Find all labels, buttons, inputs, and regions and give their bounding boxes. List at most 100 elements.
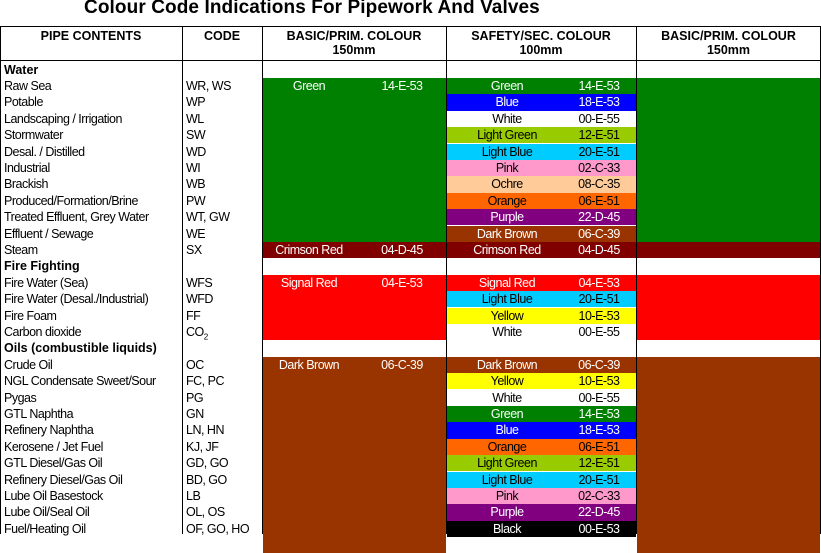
pipe-code-text: LB xyxy=(186,488,201,503)
safety-colour-code: 08-C-35 xyxy=(578,177,620,192)
safety-colour-swatch: Orange 06-E-51 xyxy=(447,438,636,456)
safety-colour-swatch: Light Blue 20-E-51 xyxy=(447,471,636,488)
pipe-code-text: SW xyxy=(186,128,206,143)
pipe-content-label: Effluent / Sewage xyxy=(4,226,94,241)
safety-colour-swatch: Orange 06-E-51 xyxy=(447,192,636,210)
safety-colour-swatch: Pink 02-C-33 xyxy=(447,159,636,177)
column-divider xyxy=(262,27,263,534)
safety-colour-swatch: White 00-E-55 xyxy=(447,389,636,406)
safety-colour-name: White xyxy=(492,324,522,339)
pipe-content-label: Treated Effluent, Grey Water xyxy=(4,210,149,225)
safety-colour-swatch: Black 00-E-53 xyxy=(447,520,636,538)
safety-colour-name: Green xyxy=(490,78,524,93)
safety-colour-name: Green xyxy=(490,406,524,421)
safety-colour-name: Dark Brown xyxy=(476,357,538,372)
header-safety-size: 100mm xyxy=(519,43,563,57)
safety-colour-code: 04-D-45 xyxy=(578,242,620,257)
safety-colour-code: 06-C-39 xyxy=(578,357,620,372)
safety-colour-swatch: Pink 02-C-33 xyxy=(447,487,636,505)
safety-colour-name: Crimson Red xyxy=(473,242,541,257)
pipe-code-text: PW xyxy=(186,193,206,208)
safety-colour-swatch: Dark Brown 06-C-39 xyxy=(447,225,636,242)
safety-colour-code: 00-E-55 xyxy=(578,390,620,405)
safety-colour-code: 02-C-33 xyxy=(578,160,620,175)
pipe-code: LB xyxy=(186,488,201,504)
header-basic-right: BASIC/PRIM. COLOUR 150mm xyxy=(636,27,821,60)
pipe-code-text: WR, WS xyxy=(186,78,231,93)
safety-colour-code: 00-E-53 xyxy=(578,521,620,536)
pipe-code: WE xyxy=(186,226,206,242)
basic-colour-name: Dark Brown xyxy=(278,357,340,372)
safety-colour-name: Yellow xyxy=(490,308,524,323)
pipe-content-label: Produced/Formation/Brine xyxy=(4,193,138,208)
basic-colour-band-left xyxy=(263,356,446,553)
safety-colour-name: Pink xyxy=(495,488,519,503)
pipe-code-text: OF, GO, HO xyxy=(186,521,250,536)
pipe-code: GN xyxy=(186,406,204,422)
column-divider xyxy=(182,27,183,534)
pipe-code: CO2 xyxy=(186,324,208,342)
pipe-code: WFS xyxy=(186,275,213,291)
pipe-code-text: WB xyxy=(186,177,206,192)
header-pipe-contents: PIPE CONTENTS xyxy=(0,27,182,60)
safety-colour-code: 06-E-51 xyxy=(578,439,620,454)
pipe-content-label: Refinery Diesel/Gas Oil xyxy=(4,472,123,487)
safety-colour-swatch: Ochre 08-C-35 xyxy=(447,176,636,193)
safety-colour-swatch: Purple 22-D-45 xyxy=(447,504,636,521)
safety-colour-swatch: Purple 22-D-45 xyxy=(447,209,636,226)
pipe-code-subscript: 2 xyxy=(203,332,208,342)
pipe-code: FF xyxy=(186,308,201,324)
pipe-content-label: Kerosene / Jet Fuel xyxy=(4,439,103,454)
pipe-code-text: WL xyxy=(186,111,204,126)
safety-colour-name: White xyxy=(492,111,522,126)
safety-colour-code: 12-E-51 xyxy=(578,456,620,471)
pipe-code: OF, GO, HO xyxy=(186,521,250,537)
basic-colour-band-right xyxy=(637,241,820,259)
pipe-content-label: Fire Water (Sea) xyxy=(4,275,88,290)
safety-colour-name: Ochre xyxy=(491,177,523,192)
pipe-code-text: BD, GO xyxy=(186,472,227,487)
pipe-code: WB xyxy=(186,176,206,192)
pipe-code: OC xyxy=(186,357,204,373)
header-basic-left: BASIC/PRIM. COLOUR 150mm xyxy=(262,27,446,60)
column-divider xyxy=(446,27,447,534)
safety-colour-name: Light Green xyxy=(477,128,537,143)
pipe-code-text: PG xyxy=(186,390,204,405)
pipe-code: GD, GO xyxy=(186,455,229,471)
pipe-code-text: LN, HN xyxy=(186,423,224,438)
header-safety: SAFETY/SEC. COLOUR 100mm xyxy=(446,27,636,60)
pipe-content-label: Industrial xyxy=(4,160,50,175)
pipe-code-text: SX xyxy=(186,242,202,257)
safety-colour-name: Purple xyxy=(490,210,524,225)
pipe-content-label: Crude Oil xyxy=(4,357,53,372)
page-title: Colour Code Indications For Pipework And… xyxy=(84,0,540,18)
safety-colour-code: 00-E-55 xyxy=(578,324,620,339)
pipe-code-text: WP xyxy=(186,95,206,110)
safety-colour-name: Orange xyxy=(487,439,527,454)
basic-colour-name: Signal Red xyxy=(280,275,338,290)
safety-colour-name: Signal Red xyxy=(478,275,536,290)
pipe-content-label: Raw Sea xyxy=(4,78,52,93)
pipe-code-text: KJ, JF xyxy=(186,439,219,454)
safety-colour-name: Light Blue xyxy=(481,292,533,307)
safety-colour-code: 12-E-51 xyxy=(578,128,620,143)
pipe-content-label: GTL Diesel/Gas Oil xyxy=(4,456,103,471)
safety-colour-code: 14-E-53 xyxy=(578,78,620,93)
pipe-code: WT, GW xyxy=(186,209,230,225)
safety-colour-swatch: Yellow 10-E-53 xyxy=(447,373,636,390)
pipe-content-label: Pygas xyxy=(4,390,37,405)
pipe-content-label: Desal. / Distilled xyxy=(4,144,85,159)
safety-colour-code: 00-E-55 xyxy=(578,111,620,126)
pipe-code-text: OL, OS xyxy=(186,505,225,520)
pipe-code-text: WE xyxy=(186,226,206,241)
safety-colour-code: 18-E-53 xyxy=(578,423,620,438)
pipe-code-text: WI xyxy=(186,160,201,175)
header-code: CODE xyxy=(182,27,262,60)
basic-colour-code: 04-D-45 xyxy=(381,242,423,257)
safety-colour-swatch: Light Blue 20-E-51 xyxy=(447,143,636,160)
pipe-content-label: Stormwater xyxy=(4,128,63,143)
pipe-content-label: Fire Foam xyxy=(4,308,57,323)
header-pipe-contents-label: PIPE CONTENTS xyxy=(40,29,142,43)
basic-colour-name: Green xyxy=(292,78,326,93)
pipe-code: WI xyxy=(186,160,201,176)
